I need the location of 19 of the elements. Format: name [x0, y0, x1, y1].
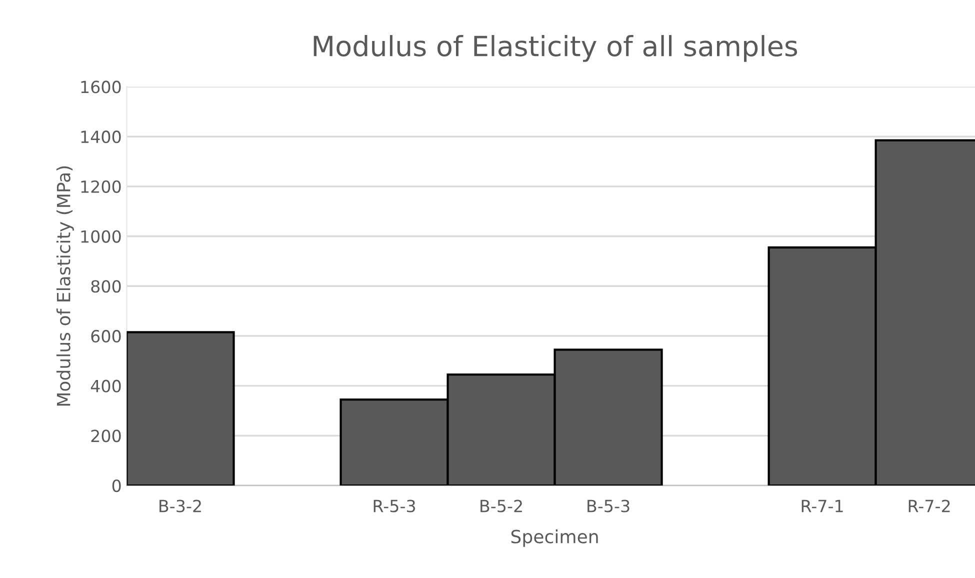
- x-tick-label: R-7-1: [802, 500, 843, 512]
- chart-title: Modulus of Elasticity of all samples: [314, 35, 798, 62]
- y-tick-label: 400: [90, 380, 121, 392]
- x-tick-label: R-5-3: [374, 500, 416, 512]
- y-tick-label: 1200: [81, 180, 121, 193]
- y-tick-label: 1600: [81, 80, 121, 94]
- y-tick-label: 0: [112, 479, 121, 492]
- y-tick-label: 200: [91, 430, 121, 442]
- y-tick-label: 1000: [81, 230, 121, 243]
- y-tick-label: 1400: [81, 130, 121, 144]
- x-axis-title: Specimen: [511, 529, 598, 547]
- y-tick-label: 800: [91, 280, 121, 293]
- y-tick-label: 600: [91, 330, 121, 343]
- x-tick-label: B-5-3: [588, 500, 630, 512]
- x-tick-label: B-3-2: [160, 500, 201, 512]
- bar: [126, 331, 235, 486]
- x-tick-label: B-5-2: [480, 500, 522, 512]
- y-axis-title: Modulus of Elasticity (MPa): [56, 166, 74, 406]
- x-tick-label: R-7-2: [908, 500, 950, 512]
